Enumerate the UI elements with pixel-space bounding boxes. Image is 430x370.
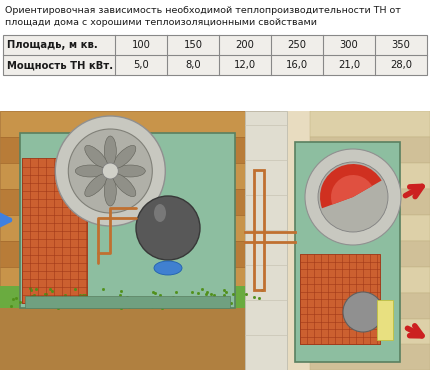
FancyBboxPatch shape	[295, 142, 400, 362]
FancyBboxPatch shape	[0, 215, 280, 241]
FancyBboxPatch shape	[310, 241, 430, 267]
Circle shape	[55, 116, 165, 226]
Ellipse shape	[75, 165, 105, 177]
Text: Ориентировочная зависимость необходимой теплопроизводительности ТН от: Ориентировочная зависимость необходимой …	[5, 6, 401, 15]
FancyBboxPatch shape	[0, 137, 280, 163]
Text: 200: 200	[236, 40, 255, 50]
Circle shape	[136, 196, 200, 260]
Wedge shape	[331, 175, 372, 205]
Text: 21,0: 21,0	[338, 60, 360, 70]
Text: 300: 300	[340, 40, 358, 50]
Circle shape	[68, 129, 152, 213]
FancyBboxPatch shape	[310, 189, 430, 215]
FancyBboxPatch shape	[310, 137, 430, 163]
FancyBboxPatch shape	[300, 254, 380, 344]
FancyBboxPatch shape	[0, 286, 280, 308]
Circle shape	[343, 292, 383, 332]
Wedge shape	[320, 164, 381, 208]
Ellipse shape	[104, 136, 116, 166]
FancyBboxPatch shape	[310, 111, 430, 137]
Text: Площадь, м кв.: Площадь, м кв.	[7, 40, 98, 50]
FancyBboxPatch shape	[3, 35, 427, 75]
FancyBboxPatch shape	[310, 215, 430, 241]
FancyBboxPatch shape	[0, 319, 280, 345]
Text: 350: 350	[392, 40, 411, 50]
FancyBboxPatch shape	[0, 163, 280, 189]
FancyBboxPatch shape	[0, 300, 280, 370]
Ellipse shape	[104, 176, 116, 206]
Circle shape	[318, 162, 388, 232]
Circle shape	[305, 149, 401, 245]
FancyBboxPatch shape	[245, 111, 287, 370]
Ellipse shape	[115, 165, 145, 177]
FancyBboxPatch shape	[310, 293, 430, 319]
FancyBboxPatch shape	[0, 111, 280, 137]
FancyBboxPatch shape	[310, 344, 430, 370]
Text: 100: 100	[132, 40, 150, 50]
Text: площади дома с хорошими теплоизоляционными свойствами: площади дома с хорошими теплоизоляционны…	[5, 18, 317, 27]
FancyBboxPatch shape	[0, 189, 280, 215]
FancyBboxPatch shape	[377, 300, 393, 340]
Text: 250: 250	[288, 40, 307, 50]
Text: 16,0: 16,0	[286, 60, 308, 70]
FancyBboxPatch shape	[0, 344, 280, 370]
Text: 28,0: 28,0	[390, 60, 412, 70]
FancyBboxPatch shape	[0, 293, 280, 319]
Ellipse shape	[154, 204, 166, 222]
FancyBboxPatch shape	[0, 111, 430, 370]
Ellipse shape	[154, 261, 182, 275]
Ellipse shape	[113, 174, 136, 196]
FancyBboxPatch shape	[310, 163, 430, 189]
FancyBboxPatch shape	[310, 319, 430, 345]
FancyBboxPatch shape	[0, 267, 280, 293]
FancyBboxPatch shape	[20, 133, 235, 308]
FancyBboxPatch shape	[310, 267, 430, 293]
Ellipse shape	[113, 145, 136, 168]
Text: 5,0: 5,0	[133, 60, 149, 70]
Ellipse shape	[85, 145, 108, 168]
FancyBboxPatch shape	[280, 111, 430, 370]
FancyBboxPatch shape	[22, 158, 87, 303]
Ellipse shape	[85, 174, 108, 196]
Text: 8,0: 8,0	[185, 60, 201, 70]
Text: 12,0: 12,0	[234, 60, 256, 70]
Circle shape	[102, 163, 118, 179]
FancyBboxPatch shape	[25, 296, 230, 308]
Text: Мощность ТН кВт.: Мощность ТН кВт.	[7, 60, 113, 70]
FancyBboxPatch shape	[0, 241, 280, 267]
Text: 150: 150	[184, 40, 203, 50]
